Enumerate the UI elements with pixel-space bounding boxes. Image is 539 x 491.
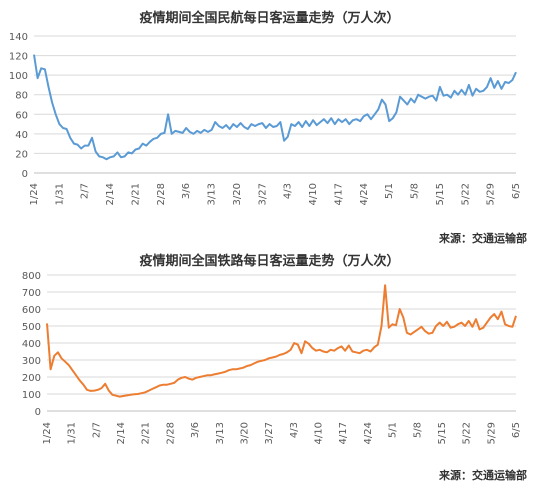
x-tick-label: 1/31 [67,422,78,444]
x-tick-label: 4/3 [283,183,294,199]
x-tick-label: 3/27 [257,183,268,205]
x-tick-label: 3/13 [207,183,218,205]
x-tick-label: 5/1 [384,183,395,199]
x-tick-label: 5/1 [388,422,399,438]
chart-source: 来源：交通运输部 [439,232,527,245]
y-tick-label: 200 [22,373,41,384]
x-tick-label: 4/3 [289,422,300,438]
series-line [46,284,517,398]
x-tick-label: 4/17 [333,183,344,205]
x-tick-label: 4/10 [314,422,325,444]
x-tick-label: 5/8 [410,183,421,199]
x-tick-label: 3/20 [239,422,250,444]
x-tick-label: 1/24 [29,183,40,205]
x-tick-label: 2/7 [91,422,102,438]
x-tick-label: 2/14 [105,183,116,205]
chart-source: 来源：交通运输部 [439,469,527,482]
chart-railway: 疫情期间全国铁路每日客运量走势（万人次） 0 100 200 300 400 500 600… [0,246,539,491]
x-tick-label: 2/21 [130,183,141,205]
y-tick-label: 60 [15,110,28,121]
y-tick-label: 600 [22,305,41,316]
y-tick-label: 400 [22,339,41,350]
x-tick-label: 5/29 [486,422,497,444]
x-tick-label: 3/20 [232,183,243,205]
x-tick-label: 4/17 [338,422,349,444]
x-tick-label: 4/10 [308,183,319,205]
x-tick-label: 6/5 [511,422,522,438]
x-tick-label: 3/13 [215,422,226,444]
x-tick-label: 2/28 [156,183,167,205]
y-tick-label: 800 [22,271,41,282]
chart-plot-area: 0 20 40 60 80 100 120 140 1/24 1/31 2/7 2/14 2/21 2/2… [9,32,522,205]
series-line [33,54,517,161]
x-tick-label: 2/7 [80,183,91,199]
x-tick-label: 5/8 [412,422,423,438]
y-tick-label: 0 [35,407,41,418]
y-tick-label: 120 [9,52,28,63]
y-tick-label: 40 [15,130,28,141]
chart-title: 疫情期间全国铁路每日客运量走势（万人次） [139,254,400,269]
x-tick-label: 5/15 [435,183,446,205]
y-tick-label: 20 [15,149,28,160]
x-tick-label: 5/22 [462,422,473,444]
x-tick-label: 4/24 [359,183,370,205]
y-tick-label: 80 [15,91,28,102]
x-tick-label: 1/31 [54,183,65,205]
x-tick-label: 1/24 [42,422,53,444]
x-tick-label: 2/14 [116,422,127,444]
chart-plot-area: 0 100 200 300 400 500 600 700 800 1/24 1/31 2/7 2/14… [22,271,522,444]
y-tick-label: 500 [22,322,41,333]
chart-civil-aviation: 疫情期间全国民航每日客运量走势（万人次） 0 20 40 60 80 100 120 140 1… [9,11,527,245]
x-tick-label: 4/24 [363,422,374,444]
x-tick-label: 5/15 [437,422,448,444]
y-tick-label: 100 [22,390,41,401]
x-tick-label: 2/28 [165,422,176,444]
chart-title: 疫情期间全国民航每日客运量走势（万人次） [139,11,400,26]
x-tick-label: 2/21 [141,422,152,444]
x-tick-label: 5/29 [486,183,497,205]
y-tick-label: 0 [22,169,28,180]
y-tick-label: 140 [9,32,28,43]
x-tick-label: 3/6 [181,183,192,199]
y-tick-label: 300 [22,356,41,367]
y-tick-label: 100 [9,71,28,82]
x-tick-label: 6/5 [511,183,522,199]
y-tick-label: 700 [22,288,41,299]
x-tick-label: 5/22 [460,183,471,205]
x-tick-label: 3/6 [190,422,201,438]
x-tick-label: 3/27 [264,422,275,444]
